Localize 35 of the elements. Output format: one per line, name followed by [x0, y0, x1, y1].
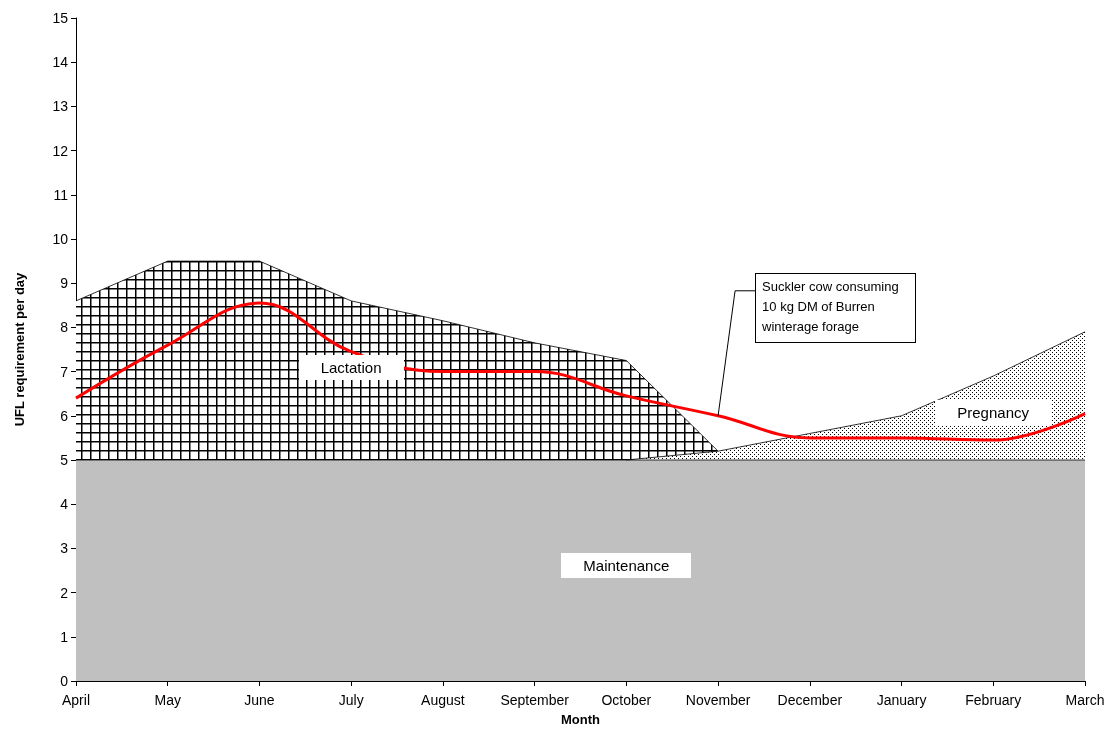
y-tick-label: 12 [52, 142, 69, 159]
y-tick-label: 15 [52, 10, 69, 26]
label-box: Lactation [298, 355, 404, 381]
y-tick-label: 1 [60, 628, 69, 645]
y-tick-label: 3 [60, 540, 69, 557]
x-axis-title: Month [561, 712, 601, 727]
x-tick-label: March [1065, 692, 1105, 708]
y-tick-label: 6 [60, 407, 69, 424]
x-tick-label: August [421, 692, 465, 708]
y-tick-label: 13 [52, 98, 69, 115]
x-tick-label: April [61, 692, 91, 708]
y-axis-title: UFL requirement per day [12, 271, 27, 427]
line-series [74, 301, 1087, 442]
y-tick-label: 7 [60, 363, 69, 380]
x-tick-label: July [338, 692, 364, 708]
y-tick-label: 8 [60, 319, 69, 336]
x-tick-label: December [777, 692, 843, 708]
y-tick-label: 2 [60, 584, 69, 601]
label-box: Maintenance [561, 552, 692, 578]
label-box: Suckler cow consuming 10 kg DM of Burren winterage forage [755, 272, 916, 343]
x-tick-label: May [154, 692, 181, 708]
y-tick-label: 4 [60, 496, 69, 513]
y-tick-label: 9 [60, 275, 69, 292]
y-tick-label: 11 [53, 186, 69, 203]
x-tick-label: November [685, 692, 751, 708]
x-tick-label: September [500, 692, 570, 708]
x-tick-label: January [876, 692, 927, 708]
y-tick-label: 14 [52, 54, 69, 71]
y-tick-label: 5 [60, 452, 69, 468]
x-tick-label: February [965, 692, 1022, 708]
label-box: Pregnancy [935, 399, 1051, 425]
x-tick-label: October [601, 692, 652, 708]
x-tick-label: June [244, 692, 275, 708]
y-tick-label: 10 [52, 231, 69, 247]
y-tick-label: 0 [60, 673, 69, 689]
